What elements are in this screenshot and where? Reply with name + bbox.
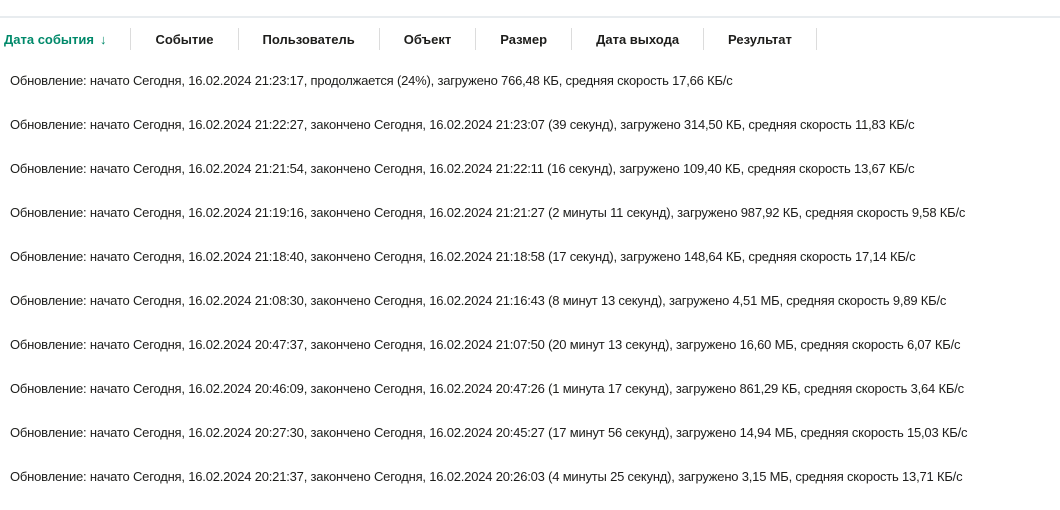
table-row[interactable]: Обновление: начато Сегодня, 16.02.2024 2… xyxy=(10,337,961,352)
table-row[interactable]: Обновление: начато Сегодня, 16.02.2024 2… xyxy=(10,205,966,220)
column-label: Дата события xyxy=(4,31,94,47)
table-row[interactable]: Обновление: начато Сегодня, 16.02.2024 2… xyxy=(10,249,916,264)
column-header-size[interactable]: Размер xyxy=(476,28,573,50)
column-header-event-date[interactable]: Дата события ↓ xyxy=(0,28,132,50)
arrow-down-icon: ↓ xyxy=(99,31,107,47)
column-label: Объект xyxy=(403,31,452,47)
column-header-event[interactable]: Событие xyxy=(131,28,239,50)
column-header-user[interactable]: Пользователь xyxy=(239,28,380,50)
divider xyxy=(0,16,1060,18)
event-list: Обновление: начато Сегодня, 16.02.2024 2… xyxy=(0,70,1060,510)
column-header-result[interactable]: Результат xyxy=(704,28,817,50)
table-row[interactable]: Обновление: начато Сегодня, 16.02.2024 2… xyxy=(10,73,733,88)
column-label: Результат xyxy=(728,31,792,47)
table-row[interactable]: Обновление: начато Сегодня, 16.02.2024 2… xyxy=(10,161,915,176)
table-row[interactable]: Обновление: начато Сегодня, 16.02.2024 2… xyxy=(10,293,947,308)
column-label: Дата выхода xyxy=(596,31,680,47)
table-row[interactable]: Обновление: начато Сегодня, 16.02.2024 2… xyxy=(10,469,963,484)
column-label: Событие xyxy=(155,31,214,47)
column-label: Пользователь xyxy=(262,31,355,47)
table-header: Дата события ↓ Событие Пользователь Объе… xyxy=(0,28,817,50)
column-label: Размер xyxy=(500,31,548,47)
table-row[interactable]: Обновление: начато Сегодня, 16.02.2024 2… xyxy=(10,117,915,132)
table-row[interactable]: Обновление: начато Сегодня, 16.02.2024 2… xyxy=(10,381,964,396)
column-header-release-date[interactable]: Дата выхода xyxy=(572,28,705,50)
table-row[interactable]: Обновление: начато Сегодня, 16.02.2024 2… xyxy=(10,425,968,440)
column-header-object[interactable]: Объект xyxy=(380,28,477,50)
